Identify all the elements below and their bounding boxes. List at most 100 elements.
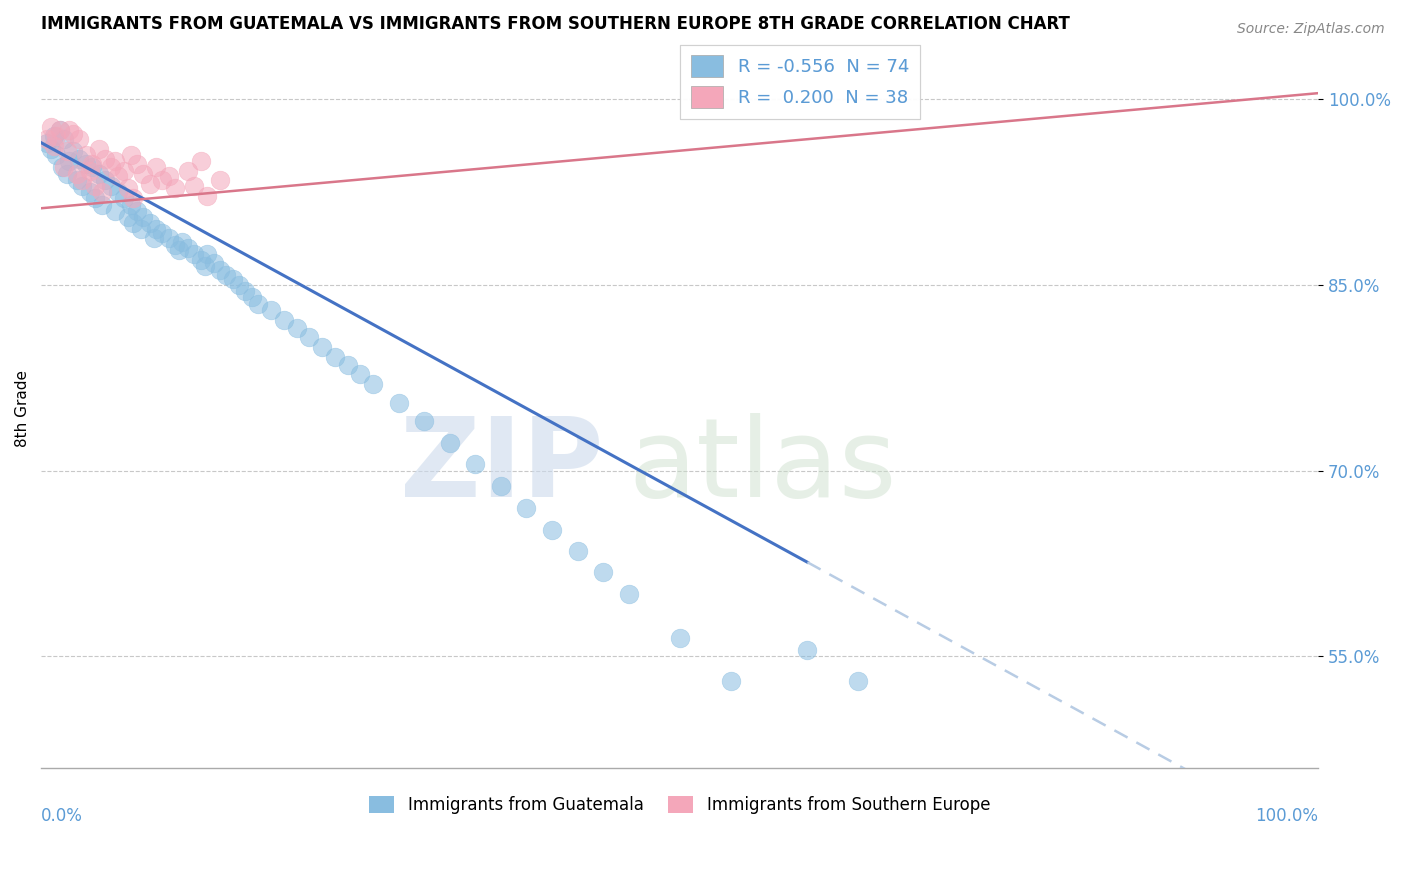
Point (70, 178, 93, 193)
Point (208, 173, 231, 187)
Text: ZIP: ZIP (399, 413, 603, 520)
Point (515, 500, 537, 515)
Point (49, 123, 72, 137)
Point (228, 278, 250, 293)
Point (541, 523, 564, 537)
Point (112, 164, 135, 178)
Point (177, 164, 200, 178)
Point (120, 197, 142, 211)
Text: 100.0%: 100.0% (1256, 807, 1319, 825)
Point (94, 152, 117, 166)
Point (58, 154, 80, 169)
Point (75, 148, 97, 162)
Point (796, 643, 818, 657)
Point (122, 191, 145, 205)
Point (83, 178, 105, 193)
Point (195, 247, 218, 261)
Point (100, 161, 122, 175)
Text: atlas: atlas (628, 413, 897, 520)
Point (62, 127, 84, 141)
Point (152, 226, 174, 240)
Point (142, 231, 165, 245)
Point (53, 161, 76, 175)
Point (165, 181, 187, 195)
Point (215, 268, 238, 282)
Point (129, 222, 152, 236)
Point (117, 210, 139, 224)
Point (311, 340, 333, 354)
Point (104, 203, 127, 218)
Point (235, 284, 257, 298)
Point (361, 377, 384, 392)
Point (195, 189, 218, 203)
Point (221, 272, 243, 286)
Point (208, 263, 231, 277)
Point (42, 139, 65, 153)
Point (66, 167, 89, 181)
Point (413, 414, 436, 428)
Point (45, 148, 67, 162)
Point (41, 142, 63, 156)
Point (167, 244, 190, 258)
Point (190, 154, 212, 169)
Point (62, 145, 84, 159)
Point (66, 173, 89, 187)
Point (157, 231, 180, 245)
Point (439, 436, 461, 450)
Point (122, 216, 145, 230)
Point (49, 123, 72, 137)
Point (125, 203, 148, 218)
Point (112, 191, 135, 205)
Point (720, 674, 742, 689)
Point (388, 395, 411, 409)
Point (107, 185, 129, 199)
Point (567, 544, 589, 558)
Point (848, 674, 870, 689)
Point (145, 222, 167, 236)
Point (145, 161, 167, 175)
Point (55, 145, 77, 159)
Point (132, 167, 155, 181)
Point (165, 238, 187, 252)
Point (183, 247, 205, 261)
Point (70, 173, 93, 187)
Point (157, 169, 180, 183)
Point (592, 565, 614, 579)
Point (273, 312, 295, 326)
Point (87, 142, 110, 156)
Point (51, 161, 73, 175)
Point (298, 330, 321, 344)
Point (100, 178, 122, 193)
Point (45, 129, 67, 144)
Text: Source: ZipAtlas.com: Source: ZipAtlas.com (1237, 22, 1385, 37)
Point (79, 185, 101, 199)
Point (83, 191, 105, 205)
Point (55, 167, 77, 181)
Point (285, 321, 308, 335)
Point (82, 161, 104, 175)
Point (349, 367, 371, 381)
Point (79, 164, 101, 178)
Point (104, 154, 127, 169)
Point (170, 235, 193, 249)
Point (42, 129, 65, 144)
Point (75, 157, 97, 171)
Point (94, 173, 117, 187)
Point (177, 241, 200, 255)
Point (152, 173, 174, 187)
Point (132, 210, 155, 224)
Y-axis label: 8th Grade: 8th Grade (15, 370, 30, 447)
Point (91, 197, 114, 211)
Point (37, 132, 59, 146)
Text: IMMIGRANTS FROM GUATEMALA VS IMMIGRANTS FROM SOUTHERN EUROPE 8TH GRADE CORRELATI: IMMIGRANTS FROM GUATEMALA VS IMMIGRANTS … (41, 15, 1070, 33)
Point (202, 256, 225, 270)
Point (138, 177, 160, 191)
Point (668, 631, 690, 645)
Point (247, 296, 270, 310)
Point (617, 587, 640, 601)
Point (464, 458, 486, 472)
Point (120, 148, 142, 162)
Point (183, 178, 205, 193)
Point (58, 123, 80, 137)
Point (323, 350, 346, 364)
